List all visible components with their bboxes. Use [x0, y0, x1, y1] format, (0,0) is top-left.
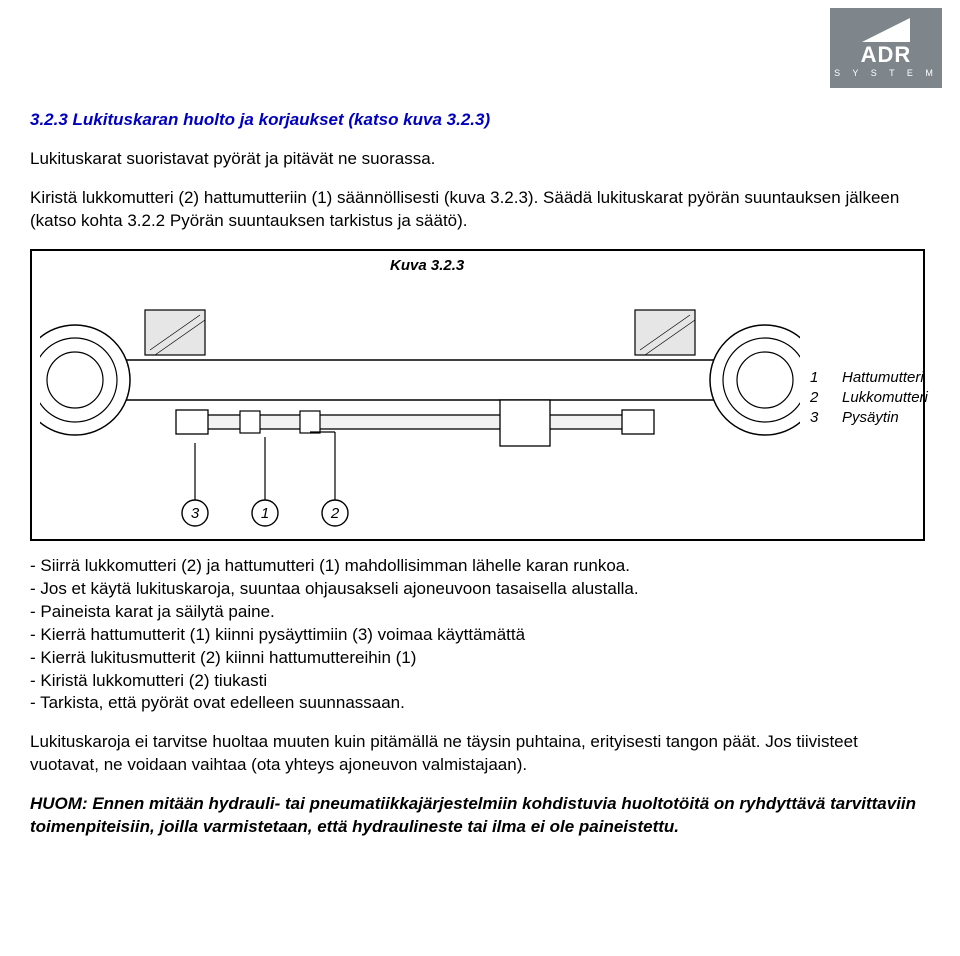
- axle-svg-icon: 3 1 2: [40, 255, 800, 533]
- axle-diagram: Kuva 3.2.3: [40, 255, 800, 533]
- figure-title: Kuva 3.2.3: [390, 257, 464, 274]
- legend-num: 1: [810, 369, 824, 386]
- paragraph-2: Kiristä lukkomutteri (2) hattumutteriin …: [30, 187, 930, 233]
- svg-text:1: 1: [261, 505, 269, 522]
- figure-box: Kuva 3.2.3: [30, 249, 925, 541]
- figure-legend: 1 Hattumutteri 2 Lukkomutteri 3 Pysäytin: [800, 255, 928, 533]
- legend-label: Pysäytin: [842, 409, 899, 426]
- bullet-item: - Paineista karat ja säilytä paine.: [30, 601, 930, 624]
- legend-label: Lukkomutteri: [842, 389, 928, 406]
- legend-row: 2 Lukkomutteri: [810, 389, 928, 406]
- note-paragraph: HUOM: Ennen mitään hydrauli- tai pneumat…: [30, 793, 930, 839]
- legend-label: Hattumutteri: [842, 369, 924, 386]
- bullet-item: - Kierrä hattumutterit (1) kiinni pysäyt…: [30, 624, 930, 647]
- legend-num: 2: [810, 389, 824, 406]
- document-content: 3.2.3 Lukituskaran huolto ja korjaukset …: [0, 0, 960, 839]
- bullet-item: - Kierrä lukitusmutterit (2) kiinni hatt…: [30, 647, 930, 670]
- svg-text:3: 3: [191, 505, 200, 522]
- bullet-item: - Kiristä lukkomutteri (2) tiukasti: [30, 670, 930, 693]
- legend-row: 3 Pysäytin: [810, 409, 928, 426]
- brand-logo: ADR S Y S T E M: [830, 8, 942, 88]
- logo-triangle-icon: [862, 18, 910, 42]
- section-heading: 3.2.3 Lukituskaran huolto ja korjaukset …: [30, 110, 930, 130]
- logo-brand-text: ADR: [861, 44, 912, 66]
- legend-row: 1 Hattumutteri: [810, 369, 928, 386]
- logo-sub-text: S Y S T E M: [834, 68, 938, 78]
- bullet-item: - Siirrä lukkomutteri (2) ja hattumutter…: [30, 555, 930, 578]
- bullet-item: - Tarkista, että pyörät ovat edelleen su…: [30, 692, 930, 715]
- legend-num: 3: [810, 409, 824, 426]
- bullet-list: - Siirrä lukkomutteri (2) ja hattumutter…: [30, 555, 930, 716]
- intro-paragraph: Lukituskarat suoristavat pyörät ja pitäv…: [30, 148, 930, 171]
- bullet-item: - Jos et käytä lukituskaroja, suuntaa oh…: [30, 578, 930, 601]
- paragraph-3: Lukituskaroja ei tarvitse huoltaa muuten…: [30, 731, 930, 777]
- svg-text:2: 2: [330, 505, 340, 522]
